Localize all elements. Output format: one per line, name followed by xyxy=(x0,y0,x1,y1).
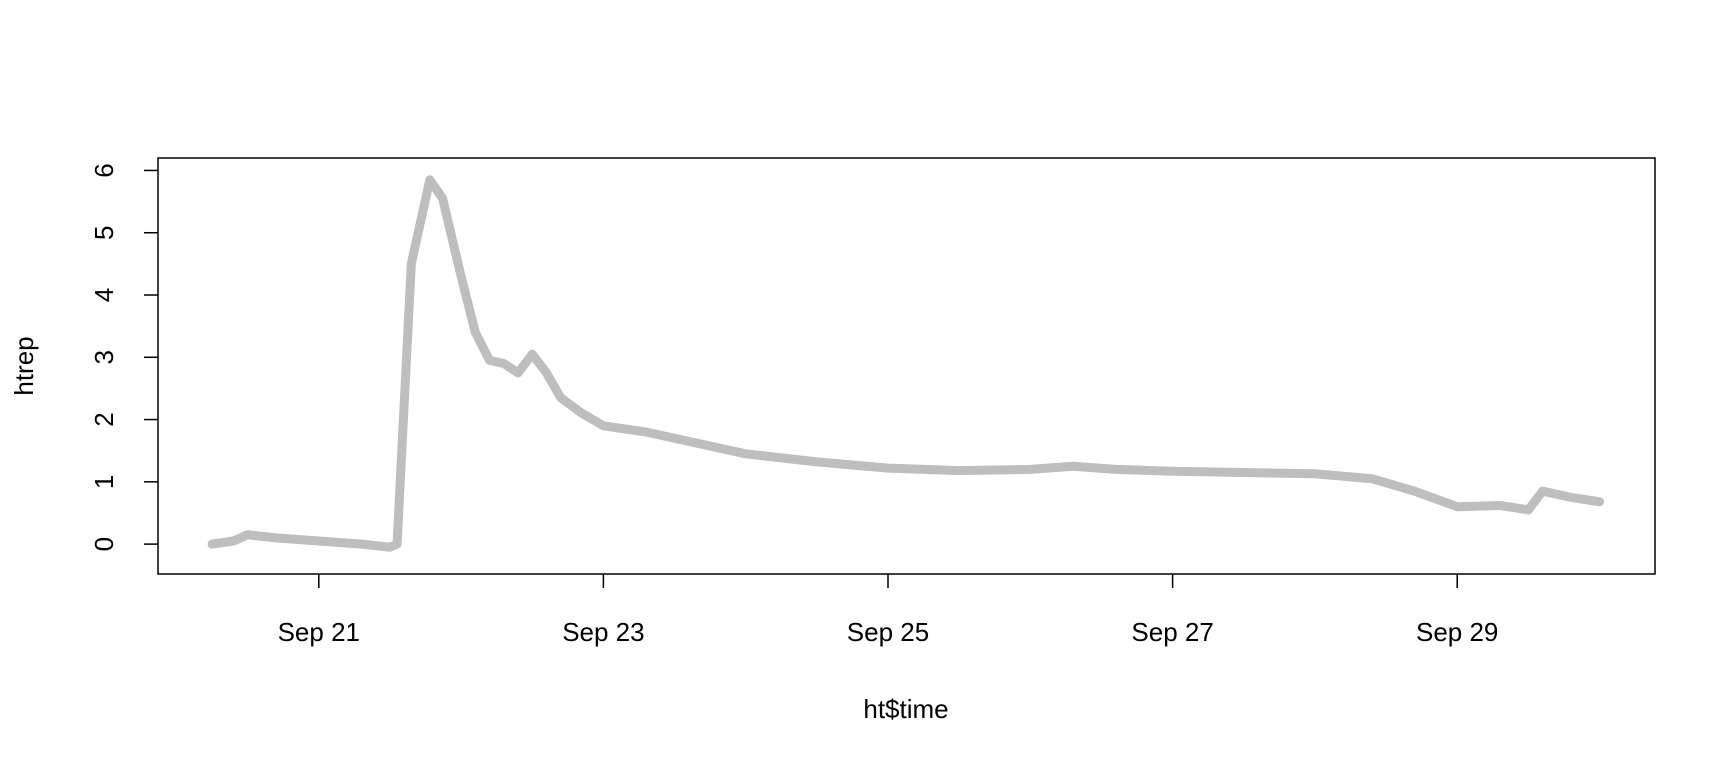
x-axis-label: ht$time xyxy=(863,694,948,724)
y-tick-label: 5 xyxy=(89,225,119,239)
y-tick-label: 2 xyxy=(89,412,119,426)
y-tick-label: 1 xyxy=(89,475,119,489)
data-line xyxy=(207,175,1604,552)
x-tick-label: Sep 27 xyxy=(1131,617,1213,647)
y-tick-label: 3 xyxy=(89,350,119,364)
x-tick-label: Sep 21 xyxy=(278,617,360,647)
y-tick-label: 4 xyxy=(89,288,119,302)
x-tick-label: Sep 23 xyxy=(562,617,644,647)
plot-frame xyxy=(157,157,1656,575)
x-tick-label: Sep 25 xyxy=(847,617,929,647)
y-tick-label: 6 xyxy=(89,163,119,177)
x-tick-label: Sep 29 xyxy=(1416,617,1498,647)
y-axis-label: htrep xyxy=(9,336,39,395)
y-tick-label: 0 xyxy=(89,537,119,551)
